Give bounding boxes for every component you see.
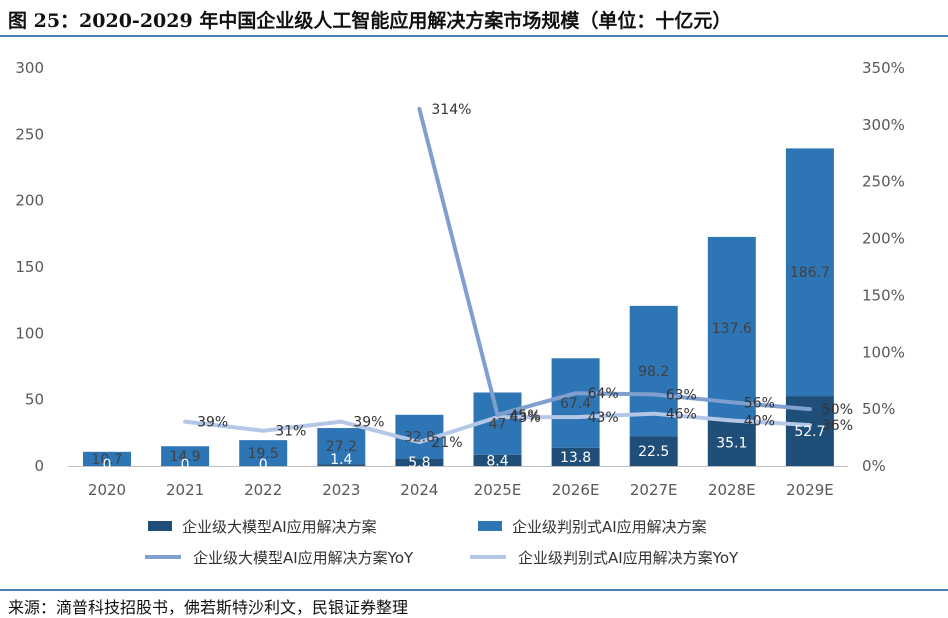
bar-discriminative — [785, 148, 834, 397]
left-tick-label: 250 — [15, 125, 44, 143]
legend: 企业级大模型AI应用解决方案 企业级判别式AI应用解决方案企业级大模型AI应用解决… — [145, 518, 739, 567]
legend-label: 企业级大模型AI应用解决方案YoY — [193, 549, 414, 567]
line-large-model-yoy — [417, 106, 812, 417]
bar-value-label: 98.2 — [638, 364, 669, 380]
bar-value-label: 35.1 — [716, 436, 747, 452]
left-tick-label: 150 — [15, 258, 44, 276]
x-tick-label: 2021 — [166, 481, 204, 499]
bar-discriminative — [161, 446, 210, 466]
legend-item: 企业级判别式AI应用解决方案 — [478, 518, 707, 536]
bar-value-label: 47 — [489, 417, 507, 433]
source-note: 来源：滴普科技招股书，佛若斯特沙利文，民银证券整理 — [8, 598, 409, 617]
bar-discriminative — [317, 428, 366, 465]
x-tick-label: 2026E — [552, 481, 600, 499]
line-value-label: 46% — [666, 407, 697, 423]
x-axis: 2020 2021 2022 2023 2024 2025E 2026E 2027E 2028E… — [68, 466, 848, 499]
right-tick-label: 150% — [862, 286, 905, 304]
legend-item: 企业级大模型AI应用解决方案YoY — [145, 549, 414, 567]
bar-value-label: 0 — [103, 457, 112, 473]
legend-label: 企业级判别式AI应用解决方案YoY — [518, 549, 739, 567]
bar-large-model — [473, 454, 522, 466]
bar-value-label: 67.4 — [560, 396, 591, 412]
legend-label: 企业级大模型AI应用解决方案 — [182, 518, 377, 536]
x-tick-label: 2020 — [88, 481, 126, 499]
bar-value-label: 52.7 — [794, 424, 825, 440]
bar-value-label: 137.6 — [712, 321, 752, 337]
left-tick-label: 100 — [15, 324, 44, 342]
line-value-label: 39% — [353, 415, 384, 431]
bar-value-label: 19.5 — [248, 446, 279, 462]
x-tick-label: 2029E — [786, 481, 834, 499]
bar-value-label: 8.4 — [486, 453, 508, 469]
left-tick-label: 300 — [15, 59, 44, 77]
right-tick-label: 50% — [862, 400, 895, 418]
legend-swatch — [148, 521, 172, 531]
bar-value-label: 5.8 — [408, 455, 430, 471]
line-value-label: 50% — [822, 402, 853, 418]
bar-value-label: 14.9 — [170, 449, 201, 465]
bar-discriminative — [239, 440, 288, 466]
line-value-label: 314% — [431, 102, 471, 118]
bar-large-model — [395, 458, 444, 466]
left-tick-label: 50 — [25, 391, 44, 409]
legend-swatch — [478, 521, 502, 531]
line-value-label: 39% — [197, 415, 228, 431]
bar-value-label: 27.2 — [326, 439, 357, 455]
right-tick-label: 200% — [862, 230, 905, 248]
bar-large-model — [707, 419, 756, 466]
line-value-label: 56% — [744, 395, 775, 411]
legend-label: 企业级判别式AI应用解决方案 — [512, 518, 707, 536]
bar-value-label: 0 — [181, 457, 190, 473]
bar-discriminative — [707, 236, 756, 420]
x-tick-label: 2025E — [474, 481, 522, 499]
x-tick-label: 2023 — [322, 481, 360, 499]
x-tick-label: 2027E — [630, 481, 678, 499]
bar-value-label: 32.8 — [404, 430, 435, 446]
bar-discriminative — [83, 451, 131, 466]
bar-value-label: 22.5 — [638, 444, 669, 460]
left-tick-label: 0 — [34, 457, 44, 475]
line-value-label: 45% — [510, 408, 541, 424]
left-axis: 0 50 100 150 200 250 300 — [15, 59, 44, 475]
x-tick-label: 2028E — [708, 481, 756, 499]
line-series — [183, 106, 812, 445]
line-value-label: 63% — [666, 387, 697, 403]
chart-title: 图 25：2020-2029 年中国企业级人工智能应用解决方案市场规模（单位：十… — [8, 10, 732, 32]
bar-value-label: 0 — [259, 457, 268, 473]
line-value-label: 64% — [588, 386, 619, 402]
line-value-label: 21% — [431, 435, 462, 451]
chart-canvas: 0 50 100 150 200 250 300 0% 50% 100% 150% 200% 250%… — [15, 59, 905, 567]
bar-large-model — [629, 436, 678, 466]
bar-value-label: 186.7 — [790, 265, 830, 281]
right-axis: 0% 50% 100% 150% 200% 250% 300% 350% — [862, 59, 905, 475]
right-tick-label: 300% — [862, 116, 905, 134]
left-tick-label: 200 — [15, 192, 44, 210]
bar-value-label: 10.7 — [91, 452, 122, 468]
right-tick-label: 0% — [862, 457, 886, 475]
line-value-label: 43% — [510, 410, 541, 426]
x-tick-label: 2024 — [400, 481, 438, 499]
bar-series — [83, 148, 834, 466]
line-value-label: 31% — [275, 424, 306, 440]
bar-large-model — [551, 447, 600, 466]
legend-item: 企业级判别式AI应用解决方案YoY — [470, 549, 739, 567]
bar-large-model — [317, 464, 366, 466]
legend-item: 企业级大模型AI应用解决方案 — [148, 518, 377, 536]
bar-value-label: 1.4 — [330, 452, 352, 468]
x-tick-label: 2022 — [244, 481, 282, 499]
bar-value-label: 13.8 — [560, 450, 591, 466]
right-tick-label: 250% — [862, 173, 905, 191]
source-divider — [0, 589, 948, 591]
line-value-label: 40% — [744, 414, 775, 430]
right-tick-label: 350% — [862, 59, 905, 77]
line-discriminative-yoy — [183, 411, 812, 445]
line-value-label: 43% — [588, 410, 619, 426]
bar-discriminative — [551, 358, 600, 448]
data-labels: 10.7 14.9 19.5 27.2 32.8 47 67.4 98.2 137.6 186.7… — [91, 102, 853, 473]
right-tick-label: 100% — [862, 343, 905, 361]
line-value-label: 36% — [822, 418, 853, 434]
title-divider — [0, 35, 948, 37]
